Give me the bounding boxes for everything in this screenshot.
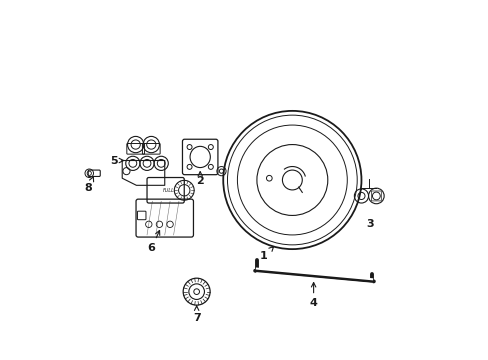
Text: 4: 4 <box>309 283 317 309</box>
Text: 3: 3 <box>366 219 373 229</box>
Text: 2: 2 <box>196 172 203 186</box>
Text: 5: 5 <box>110 156 123 166</box>
Text: 1: 1 <box>260 247 273 261</box>
Text: 6: 6 <box>147 230 160 253</box>
Text: 8: 8 <box>84 177 93 193</box>
Text: FULL: FULL <box>163 188 175 193</box>
Text: 7: 7 <box>192 306 200 323</box>
